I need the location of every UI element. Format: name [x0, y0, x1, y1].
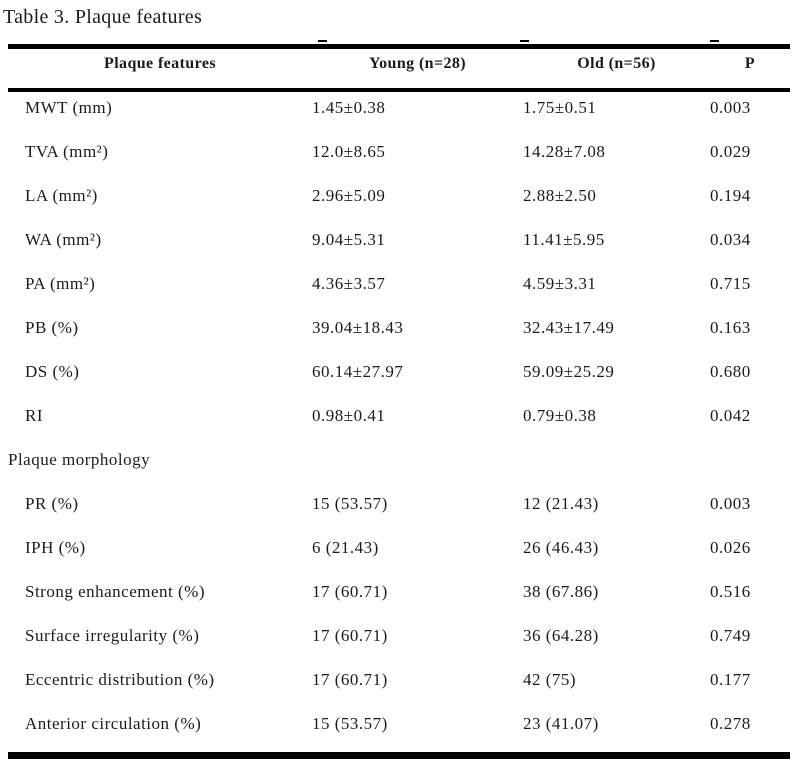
cell-young-value: 15 (53.57): [312, 714, 388, 733]
cell-old-value: 38 (67.86): [523, 582, 599, 601]
table-row: Strong enhancement (%) 17 (60.71) 38 (67…: [8, 576, 790, 620]
cell-old-value: 23 (41.07): [523, 714, 599, 733]
column-header-young: Young (n=28): [368, 55, 467, 72]
cell-young-value: [312, 450, 523, 488]
cell-old-value: 59.09±25.29: [523, 362, 615, 381]
column-header-old: Old (n=56): [577, 55, 656, 72]
cell-p-value: 0.715: [710, 274, 751, 293]
table-top-rule: [8, 40, 790, 49]
cell-young-value: 17 (60.71): [312, 670, 388, 689]
cell-old-value: 32.43±17.49: [523, 318, 615, 337]
cell-feature: PA (mm²): [25, 274, 96, 293]
cell-young-value: 17 (60.71): [312, 582, 388, 601]
cell-old-value: 2.88±2.50: [523, 186, 597, 205]
table-header-row: Plaque features Young (n=28) Old (n=56) …: [8, 49, 790, 88]
table-bottom-rule: [8, 752, 790, 759]
table-row: PR (%) 15 (53.57) 12 (21.43) 0.003: [8, 488, 790, 532]
cell-young-value: 60.14±27.97: [312, 362, 404, 381]
table-row: Surface irregularity (%) 17 (60.71) 36 (…: [8, 620, 790, 664]
cell-young-value: 12.0±8.65: [312, 142, 386, 161]
cell-p-value: [710, 450, 790, 488]
cell-old-value: 1.75±0.51: [523, 98, 597, 117]
cell-feature: PB (%): [25, 318, 79, 337]
cell-old-value: 0.79±0.38: [523, 406, 597, 425]
cell-feature: Eccentric distribution (%): [25, 670, 215, 689]
cell-young-value: 0.98±0.41: [312, 406, 386, 425]
cell-p-value: 0.042: [710, 406, 751, 425]
cell-feature: Anterior circulation (%): [25, 714, 202, 733]
table-row: DS (%) 60.14±27.97 59.09±25.29 0.680: [8, 356, 790, 400]
cell-feature: RI: [25, 406, 43, 425]
cell-feature: DS (%): [25, 362, 80, 381]
table-row: LA (mm²) 2.96±5.09 2.88±2.50 0.194: [8, 180, 790, 224]
table-row: MWT (mm) 1.45±0.38 1.75±0.51 0.003: [8, 92, 790, 136]
table-row: IPH (%) 6 (21.43) 26 (46.43) 0.026: [8, 532, 790, 576]
cell-feature: TVA (mm²): [25, 142, 109, 161]
cell-p-value: 0.003: [710, 494, 751, 513]
cell-p-value: 0.026: [710, 538, 751, 557]
cell-old-value: 11.41±5.95: [523, 230, 605, 249]
cell-young-value: 9.04±5.31: [312, 230, 386, 249]
cell-p-value: 0.034: [710, 230, 751, 249]
cell-old-value: 4.59±3.31: [523, 274, 597, 293]
table-row: WA (mm²) 9.04±5.31 11.41±5.95 0.034: [8, 224, 790, 268]
cell-old-value: 26 (46.43): [523, 538, 599, 557]
table-caption: Table 3. Plaque features: [3, 6, 203, 28]
cell-old-value: 36 (64.28): [523, 626, 599, 645]
cell-p-value: 0.003: [710, 98, 751, 117]
cell-feature: WA (mm²): [25, 230, 102, 249]
cell-old-value: [523, 450, 710, 488]
cell-p-value: 0.278: [710, 714, 751, 733]
column-header-plaque-features: Plaque features: [104, 55, 216, 72]
table-header-rule: [8, 88, 790, 92]
cell-p-value: 0.029: [710, 142, 751, 161]
cell-p-value: 0.177: [710, 670, 751, 689]
cell-old-value: 12 (21.43): [523, 494, 599, 513]
cell-young-value: 6 (21.43): [312, 538, 379, 557]
cell-p-value: 0.749: [710, 626, 751, 645]
column-boundary-tick: [318, 40, 327, 42]
column-boundary-tick: [710, 40, 719, 42]
cell-young-value: 1.45±0.38: [312, 98, 386, 117]
table-row: PA (mm²) 4.36±3.57 4.59±3.31 0.715: [8, 268, 790, 312]
cell-p-value: 0.163: [710, 318, 751, 337]
column-boundary-tick: [520, 40, 529, 42]
cell-old-value: 42 (75): [523, 670, 577, 689]
cell-feature: LA (mm²): [25, 186, 98, 205]
table-row: PB (%) 39.04±18.43 32.43±17.49 0.163: [8, 312, 790, 356]
cell-young-value: 2.96±5.09: [312, 186, 386, 205]
plaque-features-table: Plaque features Young (n=28) Old (n=56) …: [8, 40, 790, 759]
cell-feature: MWT (mm): [25, 98, 113, 117]
table-row: TVA (mm²) 12.0±8.65 14.28±7.08 0.029: [8, 136, 790, 180]
cell-feature: Strong enhancement (%): [25, 582, 205, 601]
cell-p-value: 0.680: [710, 362, 751, 381]
table-row: RI 0.98±0.41 0.79±0.38 0.042: [8, 400, 790, 444]
table-row: Eccentric distribution (%) 17 (60.71) 42…: [8, 664, 790, 708]
cell-young-value: 39.04±18.43: [312, 318, 404, 337]
cell-old-value: 14.28±7.08: [523, 142, 606, 161]
cell-p-value: 0.194: [710, 186, 751, 205]
cell-feature: Surface irregularity (%): [25, 626, 200, 645]
cell-young-value: 17 (60.71): [312, 626, 388, 645]
table-row: Anterior circulation (%) 15 (53.57) 23 (…: [8, 708, 790, 752]
cell-young-value: 4.36±3.57: [312, 274, 386, 293]
column-header-p: P: [744, 55, 756, 72]
cell-feature: IPH (%): [25, 538, 86, 557]
cell-feature: PR (%): [25, 494, 79, 513]
table-body: MWT (mm) 1.45±0.38 1.75±0.51 0.003 TVA (…: [8, 92, 790, 752]
cell-young-value: 15 (53.57): [312, 494, 388, 513]
table-row: Plaque morphology: [8, 444, 790, 488]
cell-p-value: 0.516: [710, 582, 751, 601]
cell-feature: Plaque morphology: [8, 450, 151, 469]
